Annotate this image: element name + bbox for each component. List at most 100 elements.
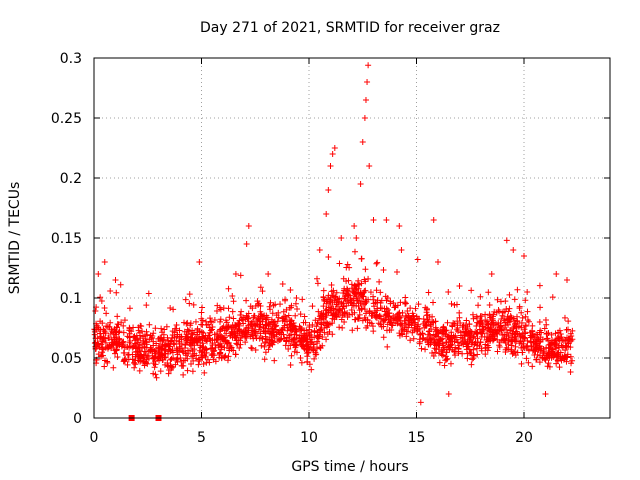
y-tick-label: 0.15 bbox=[51, 231, 82, 247]
data-point bbox=[355, 285, 362, 292]
data-point bbox=[380, 318, 387, 325]
data-point bbox=[107, 288, 114, 295]
data-point bbox=[279, 281, 286, 288]
data-point bbox=[435, 338, 442, 345]
data-point bbox=[253, 321, 260, 328]
x-tick-label: 10 bbox=[300, 430, 318, 446]
data-point bbox=[116, 328, 123, 335]
data-point bbox=[508, 346, 515, 353]
data-point bbox=[355, 277, 362, 284]
data-point bbox=[297, 311, 304, 318]
data-point bbox=[110, 364, 117, 371]
data-point bbox=[400, 327, 407, 334]
data-point bbox=[112, 277, 119, 283]
data-point bbox=[127, 338, 134, 345]
data-point bbox=[425, 328, 432, 335]
data-point bbox=[354, 297, 361, 304]
data-point bbox=[397, 321, 404, 328]
data-point bbox=[271, 333, 278, 340]
data-point bbox=[198, 315, 205, 322]
data-point bbox=[249, 345, 256, 352]
data-point bbox=[113, 341, 120, 348]
data-point bbox=[222, 352, 229, 359]
data-point bbox=[523, 355, 530, 362]
data-point bbox=[243, 325, 250, 332]
data-point bbox=[314, 280, 321, 287]
data-point bbox=[536, 282, 543, 289]
data-point bbox=[380, 334, 387, 341]
data-point bbox=[157, 368, 164, 375]
data-point bbox=[236, 345, 243, 352]
data-point bbox=[327, 163, 334, 169]
data-point bbox=[325, 253, 332, 260]
data-point bbox=[218, 342, 225, 349]
data-point bbox=[493, 329, 500, 336]
data-point bbox=[217, 326, 224, 333]
data-point bbox=[223, 330, 230, 337]
data-point bbox=[522, 297, 529, 304]
data-point bbox=[103, 310, 110, 317]
data-point bbox=[225, 285, 232, 292]
data-point bbox=[354, 325, 361, 332]
data-point bbox=[477, 318, 484, 325]
data-point bbox=[366, 307, 373, 314]
data-point bbox=[269, 325, 276, 332]
data-point bbox=[441, 362, 448, 369]
data-point bbox=[313, 351, 320, 358]
data-point bbox=[380, 267, 387, 274]
data-point bbox=[220, 323, 227, 330]
data-point bbox=[444, 319, 451, 326]
data-point bbox=[344, 310, 351, 317]
data-point bbox=[120, 322, 127, 329]
data-point bbox=[232, 322, 239, 329]
data-point bbox=[340, 311, 347, 318]
data-point bbox=[256, 323, 263, 330]
data-point bbox=[504, 313, 511, 320]
data-point bbox=[435, 259, 441, 265]
data-point bbox=[176, 338, 183, 345]
data-point bbox=[409, 329, 416, 336]
data-point bbox=[496, 308, 503, 315]
data-point bbox=[506, 291, 513, 298]
data-point bbox=[347, 300, 354, 307]
data-point bbox=[478, 330, 485, 337]
data-point bbox=[252, 322, 259, 329]
data-point bbox=[257, 330, 264, 337]
data-point bbox=[548, 331, 555, 338]
data-point bbox=[499, 309, 506, 316]
data-point bbox=[283, 337, 290, 344]
data-point bbox=[551, 339, 558, 346]
data-point bbox=[143, 341, 150, 348]
data-point bbox=[288, 327, 295, 334]
data-point bbox=[143, 302, 150, 309]
data-point bbox=[201, 349, 208, 356]
data-point bbox=[210, 348, 217, 355]
data-point bbox=[311, 328, 318, 335]
data-point bbox=[267, 299, 274, 306]
data-point bbox=[183, 337, 190, 344]
data-point bbox=[439, 352, 446, 359]
data-point bbox=[490, 322, 497, 329]
data-point bbox=[539, 336, 546, 343]
data-point bbox=[98, 298, 105, 305]
data-point bbox=[316, 315, 323, 322]
data-point bbox=[266, 342, 273, 349]
data-point bbox=[261, 356, 268, 363]
data-point bbox=[257, 310, 264, 317]
data-point bbox=[135, 357, 142, 364]
data-point bbox=[529, 322, 536, 329]
data-point bbox=[479, 326, 486, 333]
data-point bbox=[174, 356, 181, 363]
data-point bbox=[360, 301, 367, 308]
data-point bbox=[524, 288, 531, 295]
data-point bbox=[453, 301, 460, 308]
y-axis-label: SRMTID / TECUs bbox=[7, 182, 23, 295]
data-point bbox=[387, 298, 394, 305]
data-point bbox=[436, 359, 443, 366]
data-point bbox=[195, 336, 202, 343]
data-point bbox=[167, 304, 174, 311]
data-point bbox=[398, 247, 405, 253]
data-point bbox=[136, 348, 143, 355]
data-point bbox=[272, 323, 279, 330]
data-point bbox=[99, 336, 106, 343]
